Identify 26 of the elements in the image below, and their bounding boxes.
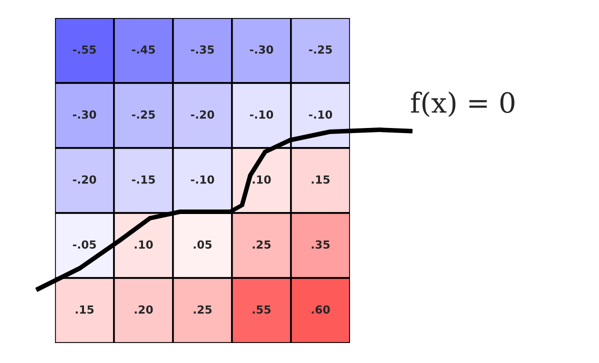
data-label: -.20 [72,175,96,184]
data-label: -.55 [72,45,96,54]
data-label: .25 [252,240,271,249]
data-label: -.10 [250,110,274,119]
data-label: .15 [312,175,330,184]
data-label: -.35 [190,45,214,54]
data-label: .55 [252,305,271,314]
data-label: .10 [134,240,153,249]
data-label: .10 [252,175,271,184]
data-label: -.05 [72,240,96,249]
data-label: -.15 [132,175,155,184]
data-label: .60 [312,305,330,314]
data-label: -.10 [190,175,214,184]
data-label: .15 [76,305,94,314]
data-label: -.20 [190,110,214,119]
data-label: .20 [134,305,153,314]
text: f(x) = 0 [411,92,514,117]
data-label: -.25 [308,45,332,54]
data-label: .35 [312,240,330,249]
data-label: -.30 [250,45,274,54]
data-label: .05 [194,240,212,249]
data-label: .25 [194,305,212,314]
data-label: -.45 [132,45,155,54]
data-label: -.25 [132,110,155,119]
data-label: -.10 [308,110,332,119]
data-label: -.30 [72,110,96,119]
